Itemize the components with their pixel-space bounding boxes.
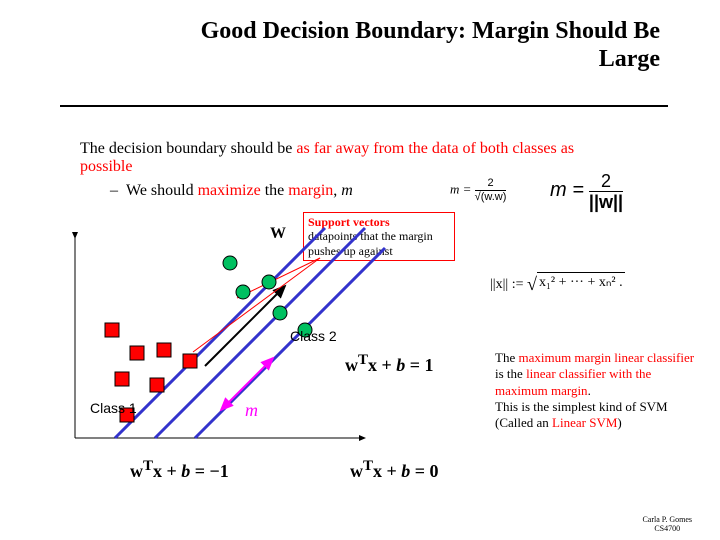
title-divider xyxy=(60,105,668,107)
w-label: W xyxy=(270,225,286,243)
eq-zero: wTx + b = 0 xyxy=(350,458,439,482)
footer-author: Carla P. Gomes xyxy=(642,515,692,524)
formula-den: ||w|| xyxy=(589,192,623,211)
formula-num: 2 xyxy=(589,172,623,192)
eq-minus1: wTx + b = −1 xyxy=(130,458,229,482)
bullet-pre: – We should xyxy=(110,182,198,199)
st-2c: ) xyxy=(617,415,621,430)
formula-norm: ||x|| := √x₁² + ··· + xₙ² . xyxy=(490,272,625,295)
m-label: m xyxy=(245,400,258,421)
slide-footer: Carla P. Gomes CS4700 xyxy=(642,516,692,534)
bullet-m: m xyxy=(341,182,353,199)
norm-rad: x₁² + ··· + xₙ² . xyxy=(537,272,625,291)
st-2b: Linear SVM xyxy=(552,415,617,430)
st-1e: . xyxy=(588,383,591,398)
st-1b: maximum margin linear classifier xyxy=(518,350,694,365)
side-explanation: The maximum margin linear classifier is … xyxy=(495,350,700,431)
p1-pre: The decision boundary should be xyxy=(80,140,296,157)
formula-m-small: m = 2 √(w.w) xyxy=(450,178,506,203)
paragraph-1: The decision boundary should be as far a… xyxy=(80,140,630,176)
formula-m-large: m = 2 ||w|| xyxy=(550,172,623,211)
formula-small-eq: m = xyxy=(450,181,471,196)
eq-plus1: wTx + b = 1 xyxy=(345,352,434,376)
st-1a: The xyxy=(495,350,518,365)
bullet-mid: the xyxy=(261,182,289,199)
formula-small-den: √(w.w) xyxy=(475,191,507,203)
title-line-2: Large xyxy=(599,46,660,72)
bullet-red1: maximize xyxy=(198,182,261,199)
bullet-red2: margin xyxy=(288,182,333,199)
class1-label: Class 1 xyxy=(90,400,137,416)
formula-small-num: 2 xyxy=(475,178,507,191)
class2-label: Class 2 xyxy=(290,328,337,344)
sv-title: Support vectors xyxy=(308,215,390,229)
title-line-1: Good Decision Boundary: Margin Should Be xyxy=(201,18,660,44)
st-1c: is the xyxy=(495,366,526,381)
formula-eq: m = xyxy=(550,179,584,201)
norm-pre: ||x|| := xyxy=(490,277,527,292)
slide-title: Good Decision Boundary: Margin Should Be… xyxy=(60,18,660,73)
footer-course: CS4700 xyxy=(654,524,680,533)
